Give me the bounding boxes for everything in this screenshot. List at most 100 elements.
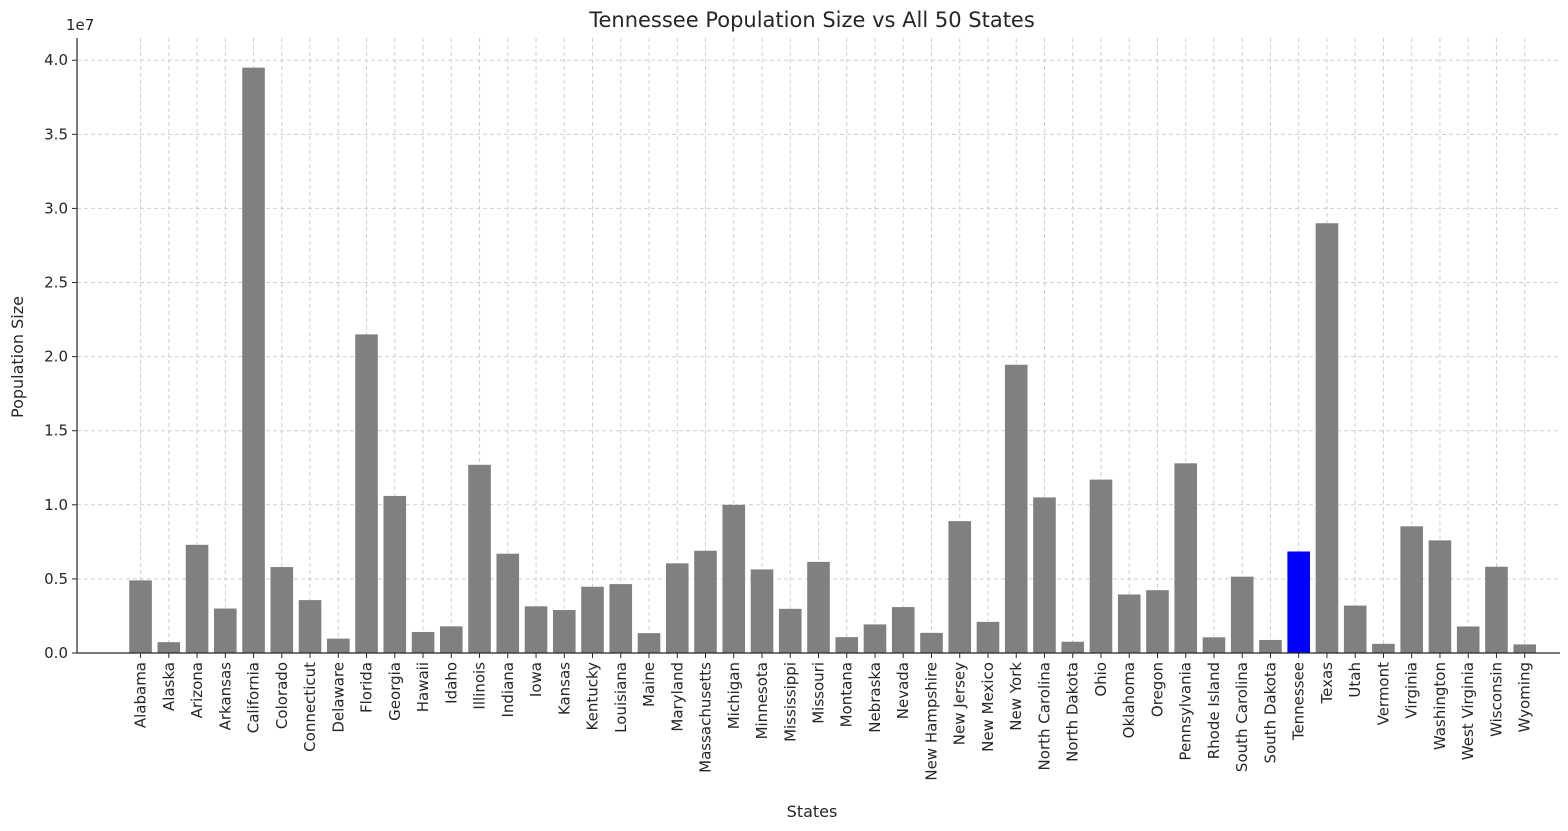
bar [129, 580, 152, 653]
bar [1146, 590, 1169, 653]
x-tick-label: Minnesota [753, 662, 771, 739]
x-tick-label: Arkansas [216, 662, 234, 731]
bar [439, 626, 463, 653]
x-tick-label: Texas [1318, 662, 1336, 705]
x-tick-label: West Virginia [1459, 662, 1477, 760]
x-tick-label: Alaska [160, 662, 178, 711]
x-tick-label: Hawaii [414, 662, 432, 712]
x-tick-label: California [245, 662, 263, 733]
bar [157, 642, 181, 653]
bar [637, 633, 661, 653]
bar [1061, 641, 1085, 653]
bar [694, 550, 717, 653]
x-tick-label: Rhode Island [1205, 662, 1223, 759]
y-tick-label: 4.0 [44, 51, 68, 69]
y-tick-label: 2.5 [44, 274, 68, 292]
x-tick-label: Missouri [810, 662, 828, 724]
x-tick-label: North Dakota [1064, 662, 1082, 762]
x-tick-label: Louisiana [612, 662, 630, 733]
y-axis-label: Population Size [8, 296, 27, 418]
bar [581, 586, 604, 653]
x-tick-label: South Carolina [1233, 662, 1251, 772]
x-tick-label: Delaware [329, 662, 347, 733]
bar [1428, 540, 1452, 653]
bar [1315, 223, 1339, 653]
bar [920, 632, 943, 653]
bar [242, 67, 265, 654]
x-tick-label: Michigan [725, 662, 743, 729]
x-tick-label: Virginia [1403, 662, 1421, 719]
bar [1174, 463, 1198, 653]
bar [1372, 643, 1395, 653]
x-tick-label: Kentucky [584, 662, 602, 731]
x-tick-label: New Jersey [951, 662, 969, 745]
x-tick-label: Wyoming [1516, 662, 1534, 732]
bar [807, 561, 830, 653]
x-tick-label: Maine [640, 662, 658, 707]
bar [665, 563, 689, 653]
x-tick-label: North Carolina [1035, 662, 1053, 770]
x-tick-label: Colorado [273, 662, 291, 729]
x-tick-label: Arizona [188, 662, 206, 718]
bar [1033, 497, 1056, 653]
x-tick-label: Oklahoma [1120, 662, 1138, 738]
y-axis-ticks: 0.0 0.5 1.0 1.5 2.0 2.5 3.0 3.5 4.0 [44, 51, 77, 662]
y-tick-label: 1.0 [44, 496, 68, 514]
bar [411, 631, 435, 653]
bar [298, 600, 322, 653]
bar [1004, 364, 1028, 653]
x-tick-label: Iowa [527, 662, 545, 697]
y-tick-label: 0.5 [44, 570, 68, 588]
bar [609, 584, 633, 653]
x-tick-label: Mississippi [781, 662, 799, 742]
bar [270, 567, 294, 653]
bar [383, 495, 407, 653]
x-tick-label: Massachusetts [697, 662, 715, 773]
bar [835, 637, 859, 653]
x-tick-label: Maryland [668, 662, 686, 732]
bar [1400, 526, 1423, 653]
bar [355, 334, 378, 653]
x-tick-label: Montana [838, 662, 856, 727]
bar [722, 504, 746, 653]
x-axis-ticks: Alabama Alaska Arizona Arkansas California Co… [132, 653, 1534, 781]
bars [129, 67, 1536, 654]
x-axis-label: States [787, 802, 838, 821]
y-tick-label: 1.5 [44, 422, 68, 440]
bar [1230, 576, 1254, 653]
bar [552, 610, 576, 653]
bar [1343, 605, 1367, 653]
bar [750, 569, 774, 653]
y-tick-label: 2.0 [44, 348, 68, 366]
bar [496, 553, 520, 653]
bar [468, 464, 491, 653]
x-tick-label: Florida [358, 662, 376, 713]
y-tick-label: 3.5 [44, 125, 68, 143]
x-tick-label: Alabama [132, 662, 150, 728]
bar [948, 521, 972, 653]
bar [976, 621, 1000, 653]
x-tick-label: Georgia [386, 662, 404, 721]
x-tick-label: Connecticut [301, 662, 319, 752]
bar [326, 638, 350, 653]
x-tick-label: South Dakota [1261, 662, 1279, 764]
x-tick-label: Wisconsin [1487, 662, 1505, 737]
x-tick-label: Kansas [555, 662, 573, 715]
x-tick-label: Washington [1431, 662, 1449, 750]
bar [1259, 639, 1282, 653]
x-tick-label: New York [1007, 662, 1025, 731]
bar [778, 608, 802, 653]
x-tick-label: Idaho [442, 662, 460, 704]
y-tick-label: 3.0 [44, 199, 68, 217]
x-tick-label: Illinois [471, 662, 489, 710]
x-tick-label: Vermont [1374, 662, 1392, 726]
x-tick-label: New Hampshire [922, 662, 940, 781]
bar [1089, 479, 1113, 653]
bar [1202, 637, 1226, 653]
bar [1456, 626, 1480, 653]
x-tick-label: Nebraska [866, 662, 884, 733]
x-tick-label: Oregon [1148, 662, 1166, 717]
bar [1287, 551, 1311, 653]
x-tick-label: Pennsylvania [1177, 662, 1195, 761]
